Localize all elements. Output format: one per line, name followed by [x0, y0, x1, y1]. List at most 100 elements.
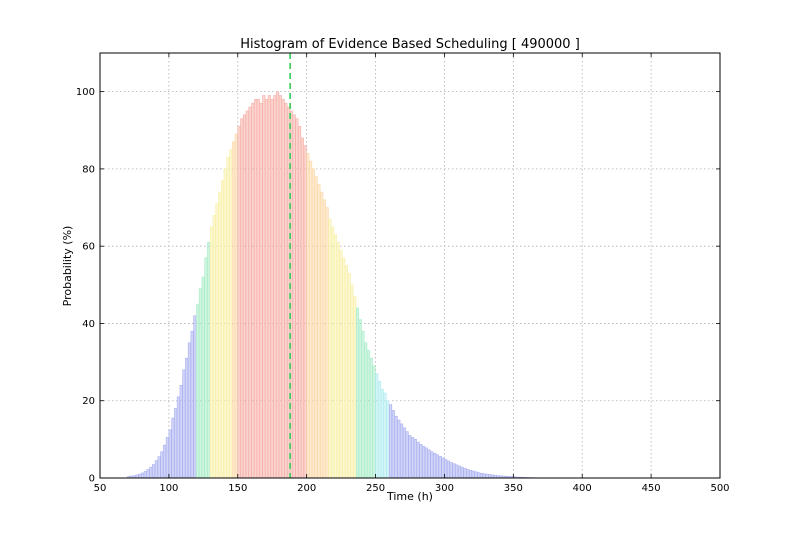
histogram-bar — [271, 99, 273, 478]
histogram-bar — [403, 428, 405, 478]
histogram-bar — [411, 437, 413, 478]
histogram-bar — [326, 208, 328, 478]
histogram-bar — [480, 473, 482, 478]
histogram-bar — [232, 142, 234, 478]
histogram-bar — [265, 99, 267, 478]
histogram-bar — [207, 242, 209, 478]
y-tick-label: 40 — [82, 319, 95, 330]
y-tick-label: 80 — [82, 164, 95, 175]
histogram-bar — [172, 418, 174, 478]
y-tick-label: 0 — [89, 474, 95, 485]
x-tick-label: 250 — [366, 483, 385, 494]
x-tick-label: 150 — [228, 483, 247, 494]
histogram-bar — [486, 474, 488, 478]
histogram-bar — [381, 389, 383, 478]
histogram-bar — [304, 146, 306, 478]
histogram-bar — [224, 169, 226, 478]
histogram-bar — [365, 343, 367, 478]
histogram-bar — [351, 285, 353, 478]
histogram-bar — [337, 242, 339, 478]
histogram-bar — [478, 473, 480, 478]
histogram-bar — [296, 119, 298, 478]
histogram-bar — [180, 385, 182, 478]
histogram-bar — [458, 466, 460, 478]
histogram-bar — [298, 126, 300, 478]
histogram-bar — [469, 470, 471, 478]
histogram-bar — [483, 474, 485, 478]
x-tick-label: 400 — [573, 483, 592, 494]
histogram-bar — [276, 92, 278, 478]
histogram-bar — [252, 103, 254, 478]
histogram-bar — [392, 410, 394, 478]
histogram-bar — [307, 153, 309, 478]
x-axis-label: Time (h) — [386, 490, 433, 503]
y-tick-label: 60 — [82, 242, 95, 253]
x-tick-label: 350 — [504, 483, 523, 494]
histogram-bar — [340, 250, 342, 478]
histogram-bar — [425, 448, 427, 478]
histogram-bar — [376, 374, 378, 478]
histogram-bar — [398, 420, 400, 478]
y-tick-label: 100 — [76, 87, 95, 98]
histogram-bar — [166, 437, 168, 478]
histogram-bar — [144, 471, 146, 478]
histogram-bar — [205, 258, 207, 478]
histogram-bar — [342, 258, 344, 478]
histogram-bar — [246, 111, 248, 478]
histogram-bar — [210, 227, 212, 478]
histogram-bar — [389, 405, 391, 478]
x-tick-label: 500 — [710, 483, 729, 494]
histogram-bar — [387, 401, 389, 478]
histogram-bar — [152, 464, 154, 478]
histogram-bar — [329, 219, 331, 478]
histogram-bar — [185, 358, 187, 478]
histogram-bars — [128, 92, 541, 478]
histogram-bar — [417, 442, 419, 478]
histogram-bar — [257, 99, 259, 478]
histogram-bar — [455, 465, 457, 478]
histogram-bar — [163, 445, 165, 478]
histogram-bar — [362, 331, 364, 478]
histogram-bar — [472, 471, 474, 478]
histogram-bar — [400, 424, 402, 478]
histogram-bar — [320, 192, 322, 478]
histogram-bar — [282, 99, 284, 478]
histogram-bar — [230, 150, 232, 478]
histogram-bar — [475, 472, 477, 478]
histogram-bar — [453, 464, 455, 478]
histogram-bar — [348, 273, 350, 478]
histogram-bar — [370, 358, 372, 478]
histogram-bar — [249, 107, 251, 478]
histogram-bar — [309, 161, 311, 478]
histogram-bar — [334, 235, 336, 478]
histogram-bar — [318, 184, 320, 478]
histogram-bar — [414, 439, 416, 478]
histogram-bar — [238, 126, 240, 478]
histogram-bar — [213, 215, 215, 478]
histogram-bar — [384, 393, 386, 478]
histogram-bar — [331, 227, 333, 478]
histogram-bar — [177, 397, 179, 478]
histogram-bar — [312, 169, 314, 478]
histogram-bar — [199, 289, 201, 478]
histogram-bar — [436, 455, 438, 478]
histogram-bar — [431, 452, 433, 478]
histogram-bar — [158, 457, 160, 478]
histogram-bar — [155, 461, 157, 478]
y-tick-label: 20 — [82, 396, 95, 407]
histogram-bar — [354, 296, 356, 478]
histogram-bar — [260, 103, 262, 478]
histogram-bar — [461, 467, 463, 478]
x-tick-label: 200 — [297, 483, 316, 494]
histogram-bar — [274, 96, 276, 479]
histogram-bar — [345, 266, 347, 479]
histogram-bar — [356, 308, 358, 478]
histogram-bar — [287, 107, 289, 478]
histogram-bar — [323, 200, 325, 478]
histogram-bar — [367, 351, 369, 479]
x-tick-label: 450 — [642, 483, 661, 494]
histogram-bar — [285, 103, 287, 478]
histogram-bar — [188, 343, 190, 478]
